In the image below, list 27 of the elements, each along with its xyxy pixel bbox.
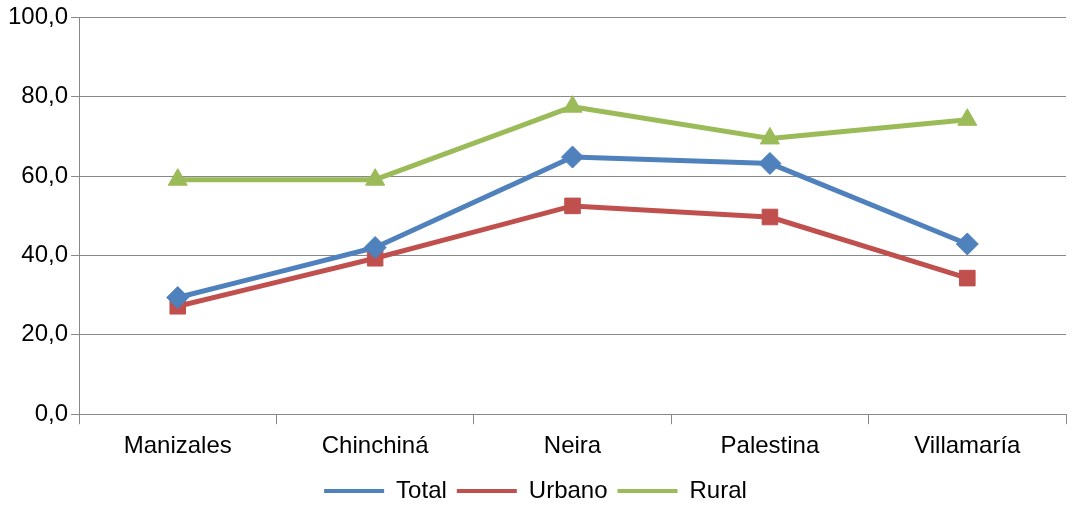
y-tick-label: 80,0 — [21, 81, 69, 109]
point — [363, 236, 387, 260]
point — [561, 145, 585, 169]
y-tick-label: 40,0 — [21, 240, 69, 268]
point — [564, 197, 581, 215]
point — [759, 126, 780, 145]
point — [955, 232, 979, 256]
point — [365, 168, 386, 186]
x-tick-label: Manizales — [123, 431, 232, 459]
point — [959, 269, 976, 287]
legend-label: Total — [396, 475, 447, 503]
legend-label: Rural — [689, 475, 747, 503]
y-tick-label: 20,0 — [21, 319, 69, 347]
point — [166, 286, 190, 310]
point — [761, 208, 779, 226]
x-tick-label: Villamaría — [914, 431, 1022, 459]
y-tick-label: 100,0 — [8, 2, 69, 30]
y-tick-label: 60,0 — [21, 160, 69, 188]
y-tick-label: 0,0 — [34, 398, 69, 426]
x-tick-label: Palestina — [720, 431, 820, 459]
point — [758, 151, 782, 175]
x-tick-label: Chinchiná — [321, 431, 430, 459]
legend-label: Urbano — [528, 475, 608, 503]
point — [562, 95, 583, 113]
point — [167, 168, 188, 186]
point — [957, 108, 978, 126]
x-tick-label: Neira — [543, 431, 602, 459]
